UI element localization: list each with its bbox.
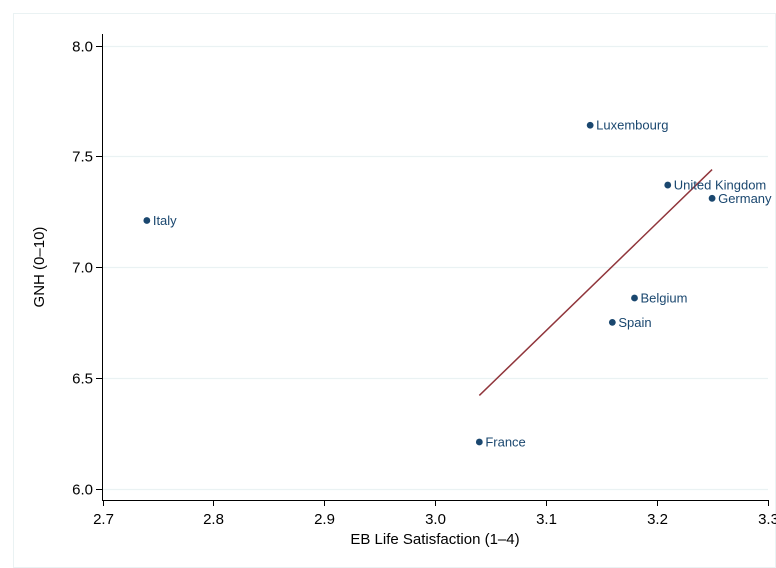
data-point — [475, 438, 483, 446]
point-label: France — [485, 434, 525, 449]
point-label: Germany — [718, 191, 772, 206]
gridlines — [102, 45, 768, 491]
y-tick-label: 7.0 — [72, 260, 93, 277]
x-tick-label: 2.7 — [93, 511, 114, 528]
point-label: Luxembourg — [596, 118, 668, 133]
y-tick-label: 7.5 — [72, 149, 93, 166]
data-point — [631, 294, 638, 302]
x-tick-label: 2.9 — [314, 511, 335, 528]
x-tick-label: 3.2 — [647, 511, 668, 528]
y-axis-title: GNH (0–10) — [31, 227, 48, 308]
data-point — [708, 194, 716, 202]
fit-line-group — [478, 169, 713, 397]
y-tick-label: 8.0 — [72, 39, 93, 56]
data-point — [608, 318, 616, 326]
x-tick-label: 3.1 — [536, 511, 557, 528]
data-point — [586, 121, 594, 129]
x-axis-title: EB Life Satisfaction (1–4) — [350, 531, 519, 548]
point-label: Belgium — [641, 291, 688, 306]
x-tick-label: 2.8 — [203, 511, 224, 528]
fit-line — [478, 169, 713, 397]
x-tick-label: 3.3 — [758, 511, 776, 528]
axes: 6.0 6.5 7.0 7.5 8.0 2.7 2.8 2.9 3.0 3.1 3.2 3.3 — [72, 34, 776, 528]
y-tick-label: 6.0 — [72, 482, 93, 499]
x-tick-label: 3.0 — [425, 511, 446, 528]
point-label: United Kingdom — [674, 178, 767, 193]
data-point — [143, 217, 151, 224]
y-tick-label: 6.5 — [72, 371, 93, 388]
data-point — [664, 181, 672, 189]
point-label: Spain — [618, 315, 651, 330]
point-label: Italy — [153, 213, 177, 228]
